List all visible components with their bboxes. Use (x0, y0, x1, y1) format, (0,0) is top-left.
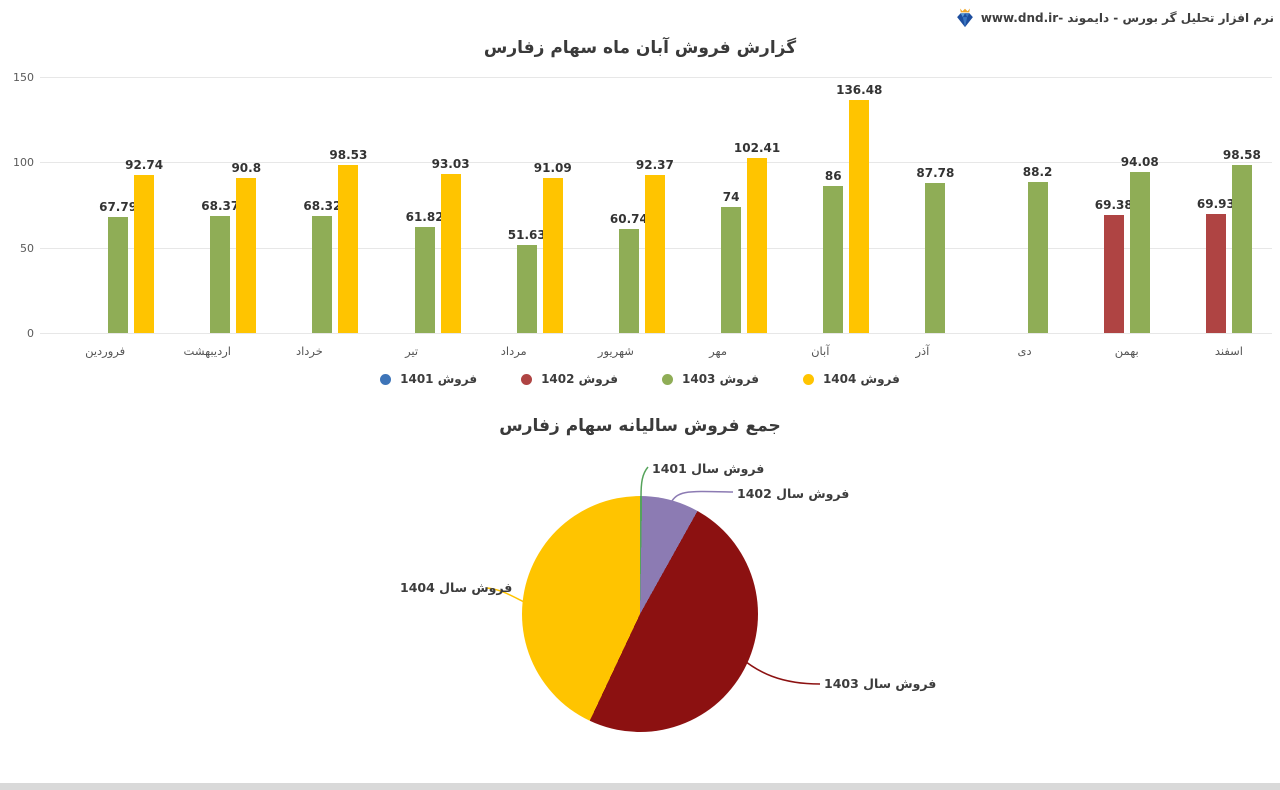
gridline (40, 77, 1272, 78)
x-axis-label: اسفند (1214, 344, 1243, 358)
gridline (40, 333, 1272, 334)
leader-line-1401 (640, 466, 649, 498)
x-axis-label: بهمن (1114, 344, 1139, 358)
x-axis-label: مهر (709, 344, 727, 358)
bar-value-label: 74 (722, 189, 740, 204)
bar-value-label: 51.63 (507, 227, 546, 242)
bar-تیر-فروش 1403[interactable] (414, 227, 435, 333)
x-axis-label: شهریور (597, 344, 634, 358)
legend-dot (521, 373, 533, 385)
bar-بهمن-فروش 1403[interactable] (1129, 172, 1150, 333)
pie-label-1402: فروش سال 1402 (737, 486, 850, 501)
y-axis-tick: 0 (27, 327, 34, 340)
bar-بهمن-فروش 1402[interactable] (1103, 214, 1124, 333)
bar-value-label: 136.48 (836, 83, 883, 98)
bar-اسفند-فروش 1403[interactable] (1231, 164, 1252, 333)
bar-شهریور-فروش 1404[interactable] (644, 175, 665, 333)
pie-label-1403: فروش سال 1403 (824, 676, 937, 691)
bar-value-label: 68.32 (303, 199, 342, 214)
bar-خرداد-فروش 1403[interactable] (312, 216, 333, 333)
x-axis-label: خرداد (295, 344, 323, 358)
bar-value-label: 92.74 (125, 157, 164, 172)
x-axis-label: اردیبهشت (183, 344, 231, 358)
bar-chart-title: گزارش فروش آبان ماه سهام زفارس (483, 38, 797, 58)
bar-اردیبهشت-فروش 1404[interactable] (236, 178, 257, 333)
legend-item-فروش 1403[interactable]: فروش 1403 (662, 372, 759, 386)
bar-value-label: 94.08 (1120, 155, 1159, 170)
bar-مهر-فروش 1403[interactable] (721, 206, 742, 333)
bar-value-label: 88.2 (1022, 165, 1053, 180)
legend-item-فروش 1402[interactable]: فروش 1402 (521, 372, 618, 386)
legend-dot (802, 373, 814, 385)
bar-اردیبهشت-فروش 1403[interactable] (210, 216, 231, 333)
pie-chart-title: جمع فروش سالیانه سهام زفارس (499, 416, 781, 436)
bar-value-label: 90.8 (231, 161, 262, 176)
bar-تیر-فروش 1404[interactable] (440, 174, 461, 333)
bar-value-label: 93.03 (431, 157, 470, 172)
pie-label-1404: فروش سال 1404 (400, 580, 513, 595)
bar-value-label: 92.37 (635, 158, 674, 173)
x-axis-label: مرداد (500, 344, 527, 358)
bar-مرداد-فروش 1403[interactable] (516, 244, 537, 333)
bar-value-label: 67.79 (99, 200, 138, 215)
bar-value-label: 68.37 (201, 199, 240, 214)
bar-آذر-فروش 1403[interactable] (925, 183, 946, 333)
x-axis-label: آبان (811, 344, 830, 358)
bar-value-label: 69.38 (1094, 197, 1133, 212)
pie-chart[interactable] (522, 496, 758, 732)
y-axis-tick: 100 (13, 156, 34, 170)
footer-strip (0, 783, 1280, 790)
y-axis-tick: 50 (20, 241, 34, 255)
bar-value-label: 98.58 (1222, 147, 1261, 162)
pie-label-1401: فروش سال 1401 (652, 461, 765, 476)
x-axis-label: فروردین (85, 344, 126, 358)
legend-label: فروش 1403 (682, 372, 759, 386)
bar-اسفند-فروش 1402[interactable] (1205, 213, 1226, 333)
bar-خرداد-فروش 1404[interactable] (338, 164, 359, 333)
leader-line-1403 (740, 657, 821, 685)
bar-دی-فروش 1403[interactable] (1027, 182, 1048, 333)
bar-آبان-فروش 1404[interactable] (849, 100, 870, 333)
legend-label: فروش 1402 (541, 372, 618, 386)
legend-label: فروش 1404 (822, 372, 900, 386)
legend-item-فروش 1401[interactable]: فروش 1401 (380, 372, 477, 386)
legend-item-فروش 1404[interactable]: فروش 1404 (802, 372, 900, 386)
bar-مرداد-فروش 1404[interactable] (542, 177, 563, 333)
bar-value-label: 98.53 (329, 147, 368, 162)
bar-value-label: 102.41 (733, 141, 781, 156)
x-axis-label: دی (1017, 344, 1032, 358)
legend-label: فروش 1401 (400, 372, 478, 386)
legend-dot (662, 373, 673, 385)
bar-value-label: 91.09 (533, 160, 572, 175)
x-axis-label: آذر (915, 344, 930, 358)
brand-text: نرم افزار تحلیل گر بورس - دایموند -www.d… (980, 11, 1274, 25)
diamond-with-crown-icon (956, 8, 973, 28)
bar-فروردین-فروش 1403[interactable] (108, 217, 129, 333)
bar-مهر-فروش 1404[interactable] (747, 158, 768, 333)
bar-value-label: 61.82 (405, 210, 444, 225)
bar-value-label: 60.74 (609, 212, 648, 227)
bar-value-label: 87.78 (916, 166, 955, 181)
legend-dot (380, 373, 392, 385)
y-axis-tick: 150 (13, 71, 34, 84)
gridline (40, 162, 1272, 164)
bar-chart-legend: فروش 1401 فروش 1402 فروش 1403 فروش 1404 (0, 372, 1280, 386)
bar-فروردین-فروش 1404[interactable] (134, 174, 155, 333)
brand-header: نرم افزار تحلیل گر بورس - دایموند -www.d… (954, 6, 1274, 30)
bar-value-label: 86 (824, 169, 842, 184)
bar-value-label: 69.93 (1196, 196, 1235, 211)
bar-شهریور-فروش 1403[interactable] (618, 229, 639, 333)
x-axis-label: تیر (405, 344, 419, 358)
bar-آبان-فروش 1403[interactable] (823, 186, 844, 333)
